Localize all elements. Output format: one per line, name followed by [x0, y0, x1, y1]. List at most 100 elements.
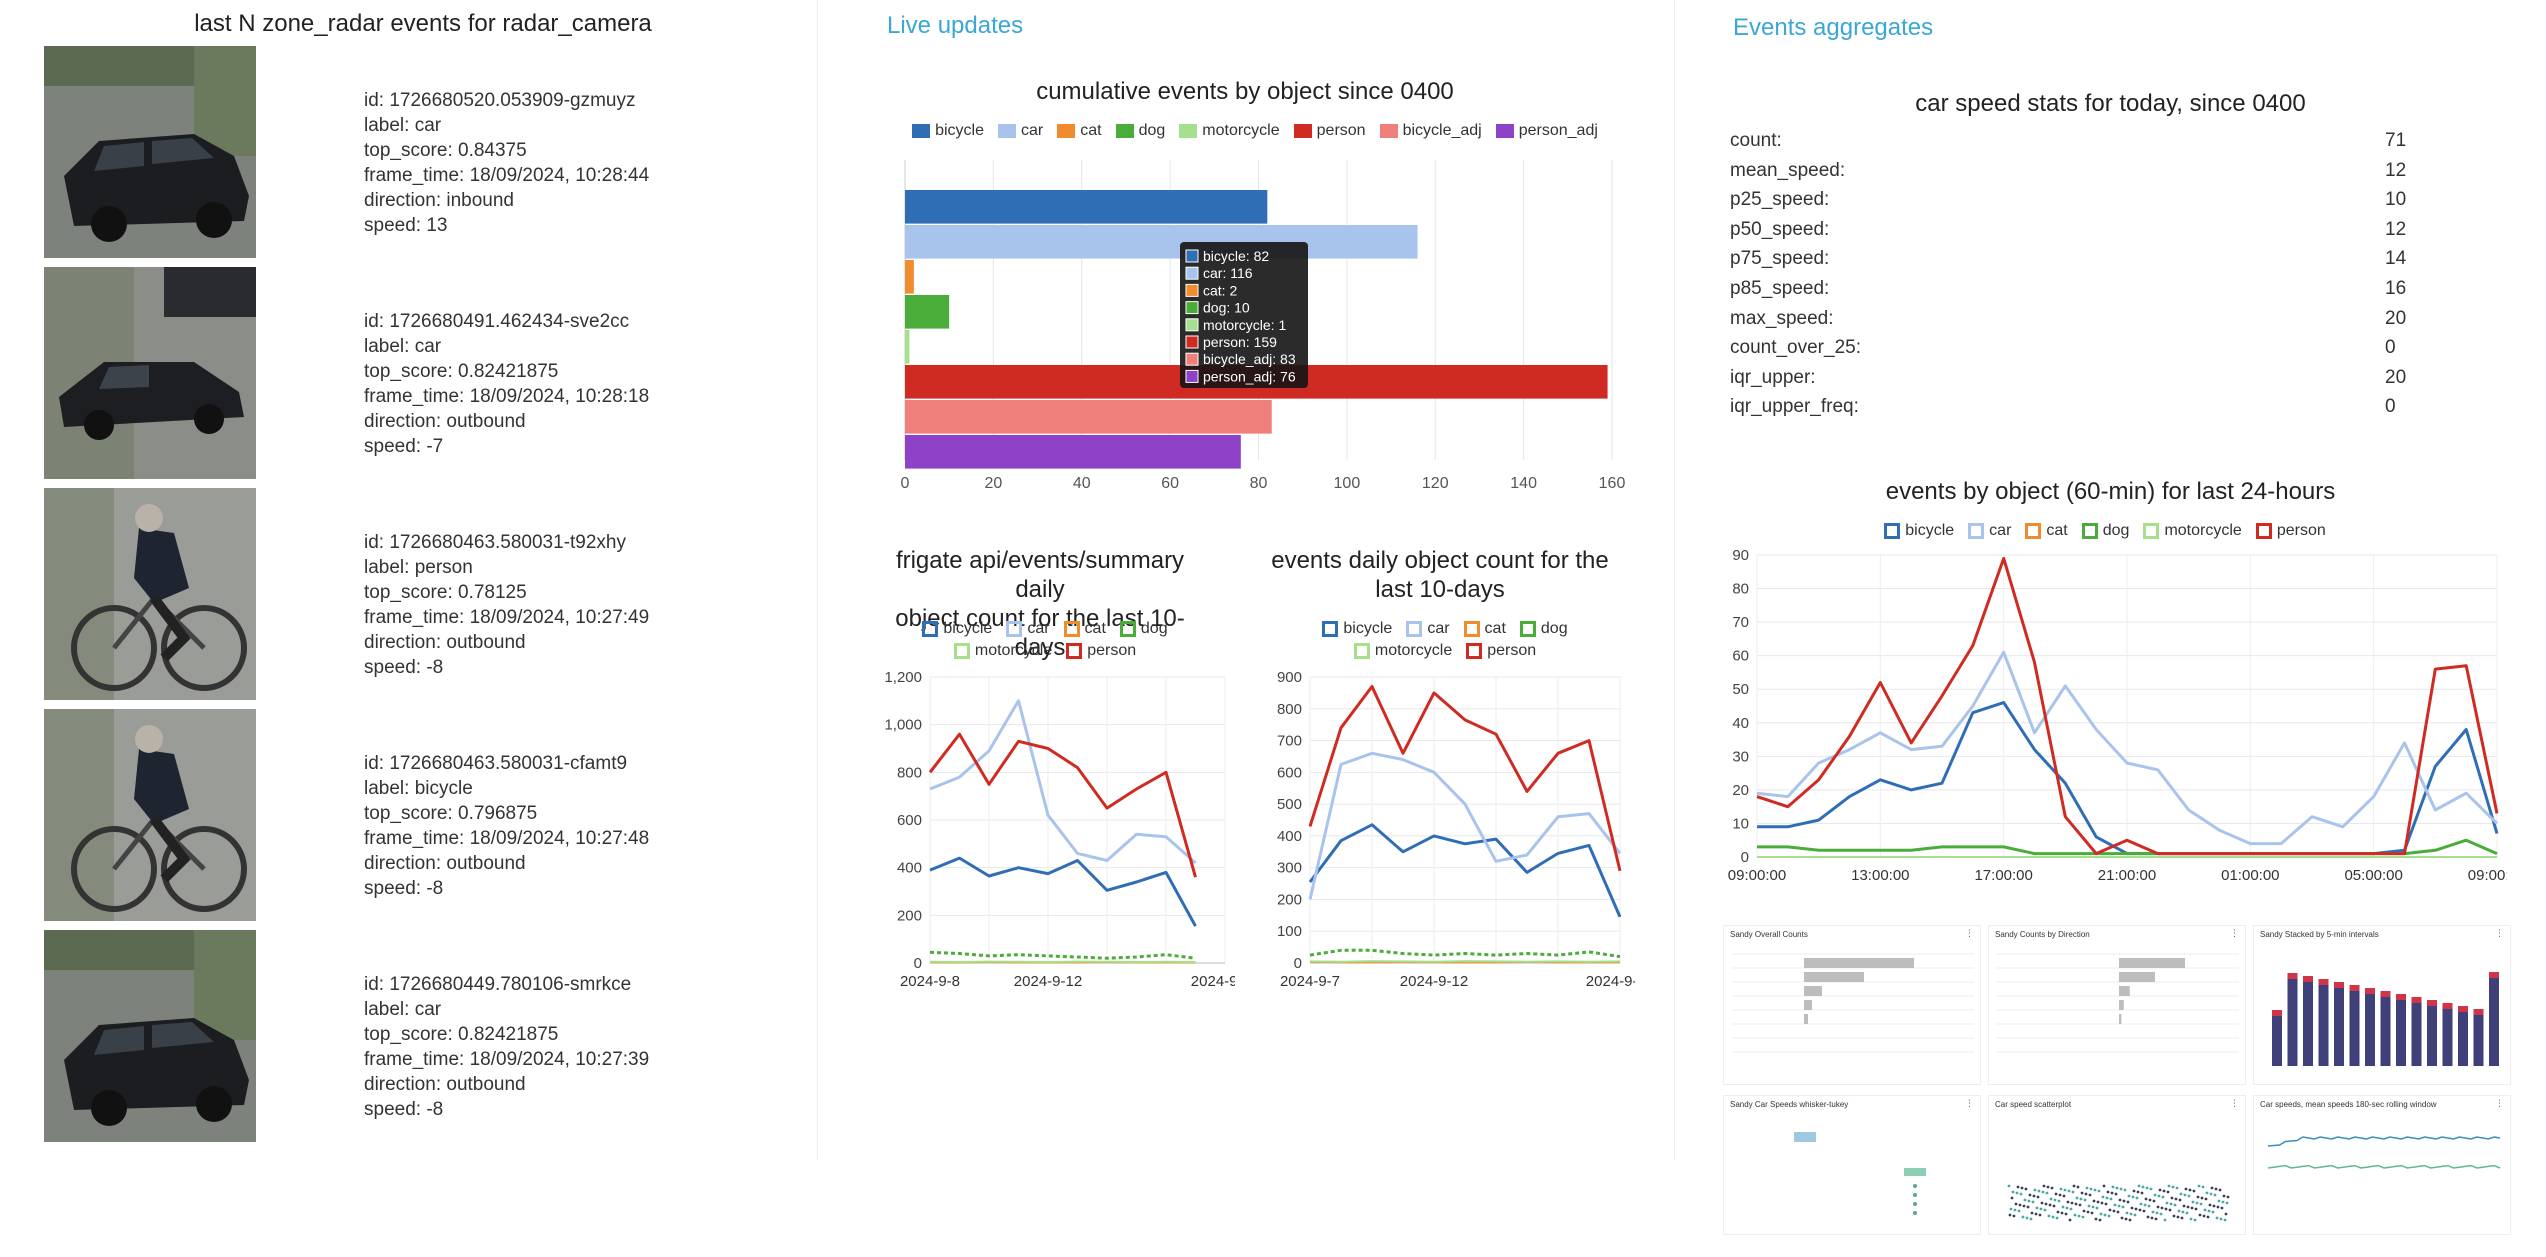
legend-item-motorcycle[interactable]: motorcycle — [953, 642, 1052, 660]
series-line-bicycle[interactable] — [929, 856, 1197, 927]
series-line-dog[interactable] — [929, 950, 1196, 960]
stat-row: mean_speed: 12 — [1730, 160, 2430, 190]
y-tick-label: 800 — [1277, 701, 1302, 718]
x-tick-label: 2024-9-18 — [1586, 973, 1635, 990]
legend-item-car[interactable]: car — [1406, 620, 1450, 638]
legend-item-bicycle[interactable]: bicycle — [1884, 522, 1954, 540]
bar-bicycle[interactable] — [905, 190, 1268, 224]
series-line-motorcycle[interactable] — [1309, 960, 1621, 963]
mini-bar — [2119, 1000, 2124, 1010]
bar-person-adj[interactable] — [905, 435, 1241, 469]
legend-item-car[interactable]: car — [1006, 620, 1050, 638]
event-thumbnail[interactable] — [44, 488, 256, 700]
mini-point — [2141, 1185, 2145, 1189]
mini-panel[interactable]: Car speed scatterplot ⋮ — [1988, 1095, 2246, 1235]
mini-point — [2080, 1191, 2084, 1195]
series-line-car[interactable] — [1756, 650, 2499, 846]
series-line-person[interactable] — [1756, 556, 2499, 856]
legend-swatch — [1119, 621, 1136, 637]
legend-item-cat[interactable]: cat — [1057, 122, 1102, 140]
legend-item-cat[interactable]: cat — [1463, 620, 1506, 638]
event-thumbnail[interactable] — [44, 709, 256, 921]
mini-panel[interactable]: Car speeds, mean speeds 180-sec rolling … — [2253, 1095, 2511, 1235]
mini-point — [2148, 1198, 2152, 1202]
stat-row: iqr_upper_freq: 0 — [1730, 396, 2430, 426]
mini-panel[interactable]: Sandy Car Speeds whisker-tukey ⋮ — [1723, 1095, 1981, 1235]
legend-item-bicycle[interactable]: bicycle — [922, 620, 992, 638]
y-tick-label: 0 — [1741, 849, 1749, 866]
mini-point — [2185, 1211, 2189, 1215]
legend-item-bicycle[interactable]: bicycle — [1322, 620, 1392, 638]
mini-point — [2156, 1205, 2160, 1209]
panel-menu-icon[interactable]: ⋮ — [1965, 928, 1974, 938]
legend-item-person[interactable]: person — [1066, 642, 1136, 660]
stat-row: count: 71 — [1730, 130, 2430, 160]
legend-item-dog[interactable]: dog — [1119, 620, 1168, 638]
mini-panel[interactable]: Sandy Stacked by 5-min intervals ⋮ — [2253, 925, 2511, 1085]
series-line-car[interactable] — [929, 699, 1197, 865]
mini-point — [2124, 1217, 2128, 1221]
mini-point — [2181, 1210, 2185, 1214]
mini-panel[interactable]: Sandy Overall Counts ⋮ — [1723, 925, 1981, 1085]
series-line-car[interactable] — [1308, 751, 1622, 900]
event-item[interactable]: id: 1726680520.053909-gzmuyz label: car to… — [44, 46, 804, 258]
legend-swatch — [1968, 523, 1985, 539]
event-thumbnail[interactable] — [44, 267, 256, 479]
event-thumbnail[interactable] — [44, 930, 256, 1142]
event-item[interactable]: id: 1726680449.780106-smrkce label: car to… — [44, 930, 804, 1142]
legend-item-person-adj[interactable]: person_adj — [1495, 122, 1598, 140]
legend-item-motorcycle[interactable]: motorcycle — [1179, 122, 1280, 140]
bar-dog[interactable] — [905, 295, 950, 329]
legend-label: cat — [1080, 122, 1102, 139]
legend-item-cat[interactable]: cat — [1063, 620, 1106, 638]
event-thumbnail[interactable] — [44, 46, 256, 258]
mini-point — [2047, 1214, 2051, 1218]
panel-menu-icon[interactable]: ⋮ — [1965, 1098, 1974, 1108]
series-line-dog[interactable] — [1309, 948, 1621, 959]
legend-label: cat — [2046, 522, 2068, 539]
legend-item-person[interactable]: person — [1293, 122, 1366, 140]
mini-point — [2068, 1218, 2072, 1222]
x-tick-label: 160 — [1599, 475, 1626, 492]
mini-point — [2065, 1206, 2069, 1210]
legend-item-dog[interactable]: dog — [1519, 620, 1568, 638]
mini-point — [2208, 1203, 2212, 1207]
mini-point — [2184, 1187, 2188, 1191]
y-tick-label: 500 — [1277, 796, 1302, 813]
legend-item-dog[interactable]: dog — [1115, 122, 1165, 140]
legend-item-bicycle[interactable]: bicycle — [912, 122, 984, 140]
legend-item-dog[interactable]: dog — [2081, 522, 2129, 540]
event-item[interactable]: id: 1726680463.580031-t92xhy label: perso… — [44, 488, 804, 700]
legend-item-cat[interactable]: cat — [2025, 522, 2068, 540]
mini-point — [2172, 1214, 2176, 1218]
panel-menu-icon[interactable]: ⋮ — [2495, 928, 2504, 938]
legend-item-car[interactable]: car — [998, 122, 1043, 140]
legend-item-bicycle-adj[interactable]: bicycle_adj — [1379, 122, 1482, 140]
mini-point — [2077, 1214, 2081, 1218]
bar-bicycle-adj[interactable] — [905, 400, 1272, 434]
event-item[interactable]: id: 1726680491.462434-sve2cc label: car to… — [44, 267, 804, 479]
legend-item-motorcycle[interactable]: motorcycle — [2143, 522, 2242, 540]
legend-item-person[interactable]: person — [2255, 522, 2326, 540]
legend-swatch — [1406, 621, 1423, 637]
bar-car[interactable] — [905, 225, 1418, 259]
stat-key: iqr_upper_freq: — [1730, 396, 1859, 418]
mini-point — [2188, 1188, 2192, 1192]
panel-menu-icon[interactable]: ⋮ — [2495, 1098, 2504, 1108]
series-line-person[interactable] — [928, 732, 1197, 878]
event-item[interactable]: id: 1726680463.580031-cfamt9 label: bicyc… — [44, 709, 804, 921]
series-line-bicycle[interactable] — [1308, 823, 1622, 918]
series-line-person[interactable] — [1308, 685, 1622, 872]
panel-menu-icon[interactable]: ⋮ — [2230, 1098, 2239, 1108]
mini-panel[interactable]: Sandy Counts by Direction ⋮ — [1988, 925, 2246, 1085]
mini-point — [2067, 1189, 2071, 1193]
legend-label: cat — [1084, 620, 1106, 637]
panel-menu-icon[interactable]: ⋮ — [2230, 928, 2239, 938]
x-tick-label: 100 — [1334, 475, 1361, 492]
mini-point — [2143, 1203, 2147, 1207]
legend-item-person[interactable]: person — [1466, 642, 1536, 660]
legend-item-car[interactable]: car — [1968, 522, 2011, 540]
legend-item-motorcycle[interactable]: motorcycle — [1353, 642, 1452, 660]
bar-cat[interactable] — [905, 260, 914, 294]
bar-motorcycle[interactable] — [905, 330, 910, 364]
